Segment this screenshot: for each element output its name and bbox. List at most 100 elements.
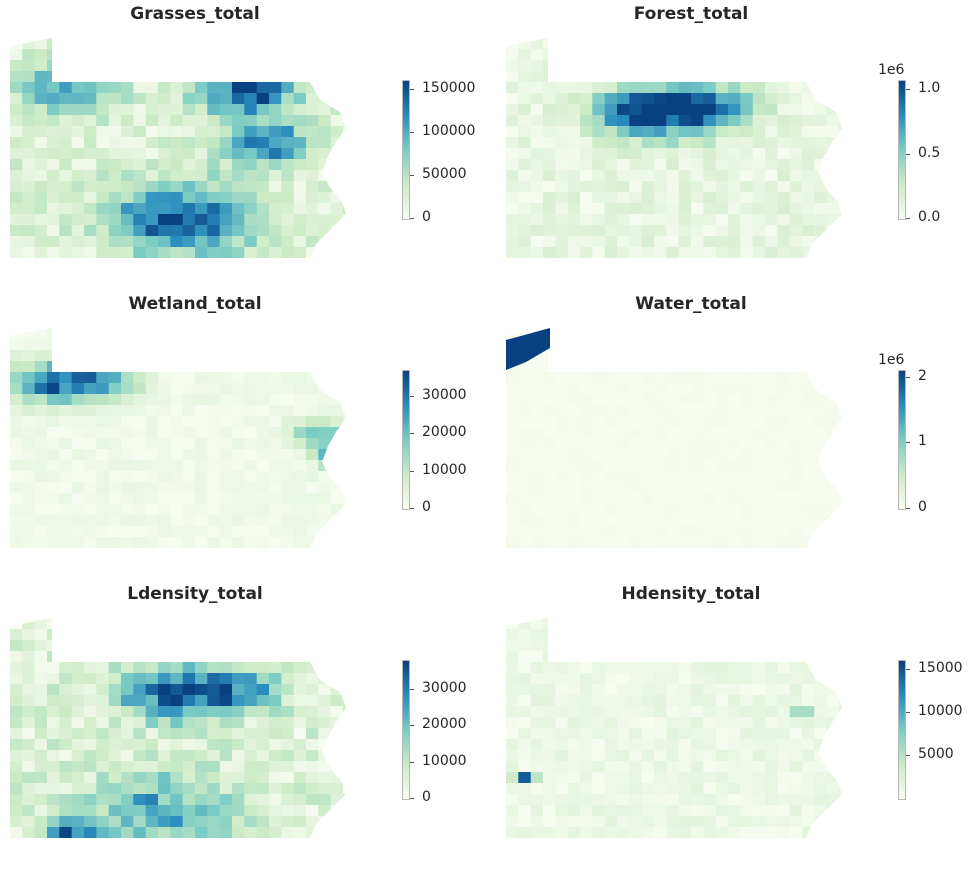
region: [703, 684, 717, 696]
region: [269, 706, 282, 718]
region: [108, 504, 122, 516]
region: [330, 104, 344, 116]
region: [108, 427, 122, 439]
region: [826, 515, 840, 527]
region: [170, 684, 184, 696]
region: [232, 438, 245, 450]
region: [22, 115, 36, 127]
region: [839, 247, 842, 258]
region: [182, 526, 196, 538]
region: [543, 629, 556, 641]
region: [543, 93, 556, 105]
region: [182, 372, 196, 384]
region: [145, 361, 159, 373]
region: [715, 394, 729, 406]
region: [839, 750, 842, 762]
region: [71, 761, 85, 773]
region: [715, 383, 729, 395]
region: [629, 148, 643, 160]
region: [256, 225, 270, 237]
region: [59, 49, 73, 61]
region: [666, 383, 680, 395]
colorbar-exponent: 1e6: [878, 62, 905, 78]
region: [826, 115, 840, 127]
region: [368, 247, 380, 258]
region: [244, 438, 258, 450]
region: [232, 662, 245, 674]
region: [592, 482, 606, 494]
region: [318, 695, 332, 707]
region: [530, 192, 544, 204]
region: [641, 662, 655, 674]
region: [740, 328, 754, 340]
region: [232, 60, 245, 72]
region: [802, 816, 815, 828]
region: [182, 383, 196, 395]
region: [740, 93, 754, 105]
region: [715, 192, 729, 204]
region: [629, 49, 643, 61]
region: [158, 728, 171, 740]
region: [34, 247, 48, 258]
region: [641, 225, 655, 237]
region: [96, 728, 110, 740]
region: [219, 438, 233, 450]
region: [121, 170, 134, 182]
region: [851, 159, 864, 171]
region: [182, 618, 196, 630]
region: [219, 137, 233, 149]
region: [728, 673, 741, 685]
region: [580, 148, 593, 160]
region: [789, 805, 803, 817]
region: [555, 651, 569, 663]
region: [96, 651, 110, 663]
region: [617, 504, 630, 516]
region: [343, 651, 346, 663]
region: [777, 816, 791, 828]
region: [555, 383, 569, 395]
region: [802, 515, 815, 527]
region: [318, 137, 332, 149]
region: [47, 504, 60, 516]
region: [244, 772, 258, 784]
region: [678, 203, 692, 215]
region: [592, 159, 606, 171]
region: [121, 372, 134, 384]
region: [269, 504, 282, 516]
region: [567, 695, 581, 707]
region: [728, 82, 741, 94]
region: [133, 394, 147, 406]
region: [851, 805, 864, 817]
region: [802, 493, 815, 505]
region: [691, 761, 704, 773]
region: [71, 482, 85, 494]
region: [269, 126, 282, 138]
region: [182, 827, 196, 838]
region: [71, 493, 85, 505]
region: [232, 339, 245, 351]
region: [355, 126, 368, 138]
region: [71, 192, 85, 204]
region: [343, 339, 346, 351]
region: [839, 159, 842, 171]
region: [567, 482, 581, 494]
region: [195, 438, 208, 450]
region: [22, 805, 36, 817]
region: [343, 673, 346, 685]
region: [666, 49, 680, 61]
region: [10, 761, 23, 773]
region: [654, 93, 667, 105]
region: [121, 93, 134, 105]
region: [728, 772, 741, 784]
region: [145, 203, 159, 215]
region: [851, 361, 864, 373]
region: [629, 827, 643, 838]
region: [530, 49, 544, 61]
region: [71, 706, 85, 718]
region: [343, 361, 346, 373]
region: [851, 526, 864, 538]
region: [864, 761, 876, 773]
region: [306, 717, 319, 729]
region: [506, 515, 519, 527]
colorbar-tick-mark: [410, 174, 414, 176]
